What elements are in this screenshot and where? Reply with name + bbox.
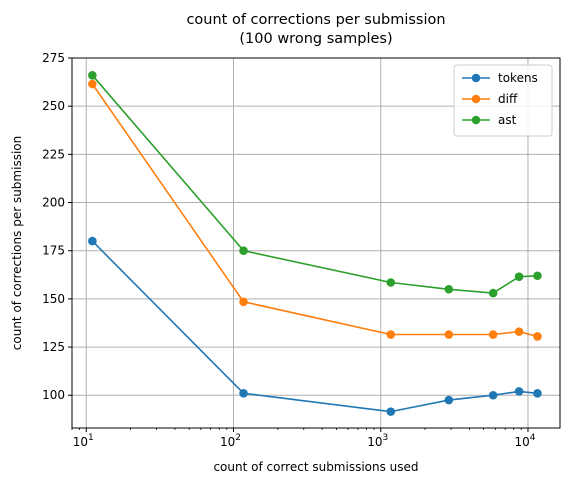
y-axis: 100 125 150 175 200 225 250 275: [42, 51, 72, 402]
data-point-diff: [444, 330, 454, 339]
series-area: [88, 71, 542, 416]
data-point-tokens: [488, 390, 498, 400]
legend-label: diff: [498, 92, 518, 106]
y-axis-label: count of corrections per submission: [10, 136, 24, 350]
legend: tokens diff ast: [453, 64, 553, 137]
chart-title-line: count of corrections per submission: [186, 12, 445, 28]
data-point-diff: [386, 330, 396, 339]
x-tick-base: 10: [220, 435, 235, 449]
data-point-tokens: [514, 387, 524, 396]
legend-swatch-marker: [471, 115, 481, 125]
y-tick-label: 250: [42, 99, 65, 113]
data-point-tokens: [239, 389, 248, 398]
y-tick-label: 200: [42, 196, 65, 210]
legend-swatch-marker: [471, 94, 481, 104]
x-tick-base: 10: [367, 435, 382, 449]
data-point-diff: [488, 330, 498, 339]
data-point-diff: [239, 297, 248, 307]
data-point-tokens: [88, 236, 97, 246]
chart-title-text: count of corrections per submission (100 …: [186, 12, 445, 47]
legend-label: tokens: [498, 71, 538, 85]
data-point-ast: [88, 71, 97, 80]
data-point-tokens: [386, 407, 396, 416]
data-point-diff: [514, 327, 524, 336]
data-point-tokens: [533, 389, 542, 398]
x-tick-label: 101: [73, 433, 94, 449]
x-tick-label: 103: [367, 433, 388, 449]
data-point-ast: [386, 278, 396, 287]
x-tick-exponent: 2: [235, 433, 241, 443]
x-tick-label: 102: [220, 433, 241, 449]
data-point-ast: [533, 271, 542, 281]
data-point-diff: [533, 332, 542, 341]
chart-title: count of corrections per submission (100 …: [186, 12, 445, 47]
data-point-diff: [88, 79, 97, 89]
x-tick-label: 104: [514, 433, 535, 449]
legend-swatch-marker: [471, 73, 481, 83]
x-tick-exponent: 4: [530, 433, 536, 443]
y-tick-label: 125: [42, 340, 65, 354]
y-tick-label: 150: [42, 292, 65, 306]
data-point-tokens: [444, 395, 454, 405]
x-tick-exponent: 3: [383, 433, 389, 443]
x-tick-base: 10: [73, 435, 88, 449]
data-point-ast: [239, 246, 248, 256]
y-tick-label: 100: [42, 388, 65, 402]
plot-frame: [71, 57, 561, 429]
y-tick-label: 225: [42, 147, 65, 161]
x-tick-exponent: 1: [88, 433, 94, 443]
x-tick-base: 10: [514, 435, 529, 449]
data-point-ast: [444, 284, 454, 294]
data-point-ast: [514, 272, 524, 282]
y-tick-label: 175: [42, 244, 65, 258]
legend-label: ast: [498, 113, 517, 127]
chart-title-line: (100 wrong samples): [239, 31, 392, 47]
x-axis-label: count of correct submissions used: [213, 460, 418, 474]
data-point-ast: [488, 288, 498, 298]
x-axis: 101 102 103 104: [71, 428, 536, 449]
y-tick-label: 275: [42, 51, 65, 65]
